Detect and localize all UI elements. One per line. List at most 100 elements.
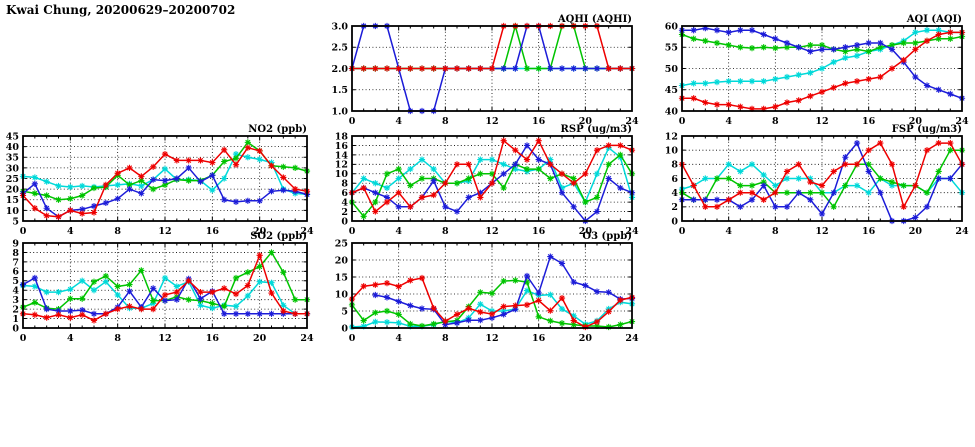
x-tick-label: 4 <box>395 333 402 344</box>
y-tick-label: 6 <box>671 174 678 185</box>
chart-aqhi-svg: 0 4 8 12 16 20 24 1.0 1.5 2.0 2.5 3.0 AQHI (AQHI) <box>331 14 639 127</box>
x-tick-label: 0 <box>349 226 356 237</box>
y-tick-label: 6 <box>12 267 19 278</box>
grid <box>23 136 307 221</box>
chart-no2: 0 4 8 12 16 20 24 5 10 15 20 25 30 35 40 45 NO2 (ppb) <box>0 121 319 247</box>
chart-title: RSP (ug/m3) <box>561 124 632 135</box>
plot-frame <box>351 135 633 222</box>
y-tick-label: 5 <box>12 216 19 227</box>
x-tick-label: 24 <box>625 226 639 237</box>
x-tick-label: 12 <box>485 333 498 344</box>
y-tick-label: 0 <box>12 323 19 334</box>
x-tick-label: 12 <box>815 116 828 127</box>
x-tick-label: 24 <box>625 333 639 344</box>
y-tick-label: 10 <box>665 146 679 157</box>
plot-frame <box>22 242 308 329</box>
y-tick-label: 0 <box>341 216 348 227</box>
x-tick-label: 16 <box>532 226 546 237</box>
y-tick-label: 12 <box>665 131 678 142</box>
x-tick-label: 16 <box>862 226 876 237</box>
chart-title: AQHI (AQHI) <box>557 14 632 25</box>
y-tick-label: 3.0 <box>331 21 348 32</box>
x-tick-label: 8 <box>442 333 449 344</box>
y-tick-label: 10 <box>335 169 349 180</box>
y-tick-label: 4 <box>341 198 348 209</box>
chart-rsp: 0 4 8 12 16 20 24 0 2 4 6 8 10 12 14 16 18 RSP (ug/m3) <box>322 121 644 247</box>
plot-frame <box>351 25 633 112</box>
x-tick-label: 20 <box>579 226 593 237</box>
y-tick-label: 1 <box>12 314 19 325</box>
x-tick-label: 8 <box>114 333 121 344</box>
chart-title: AQI (AQI) <box>906 14 962 25</box>
y-tick-label: 25 <box>6 174 19 185</box>
y-tick-label: 2 <box>341 207 348 218</box>
y-tick-label: 40 <box>665 106 679 117</box>
y-tick-label: 8 <box>12 248 19 259</box>
y-tick-label: 1.0 <box>331 106 348 117</box>
y-tick-label: 3 <box>12 295 19 306</box>
y-tick-label: 2.5 <box>331 43 348 54</box>
y-tick-label: 2 <box>671 202 678 213</box>
y-tick-label: 5 <box>341 306 348 317</box>
x-tick-label: 12 <box>815 226 828 237</box>
chart-aqhi: 0 4 8 12 16 20 24 1.0 1.5 2.0 2.5 3.0 AQHI (AQHI) <box>322 11 644 137</box>
y-tick-label: 1.5 <box>331 85 348 96</box>
y-tick-label: 6 <box>341 188 348 199</box>
x-tick-label: 16 <box>532 116 546 127</box>
x-tick-label: 12 <box>158 333 171 344</box>
x-tick-label: 0 <box>349 116 356 127</box>
y-tick-label: 55 <box>665 43 678 54</box>
y-tick-label: 25 <box>335 238 348 249</box>
y-tick-label: 40 <box>6 142 20 153</box>
chart-title: SO2 (ppb) <box>250 231 307 242</box>
plot-frame <box>351 242 633 329</box>
x-tick-label: 20 <box>253 333 267 344</box>
x-tick-label: 4 <box>67 333 74 344</box>
x-tick-label: 24 <box>625 116 639 127</box>
x-tick-label: 4 <box>395 116 402 127</box>
y-tick-label: 9 <box>12 238 19 249</box>
y-tick-label: 35 <box>6 153 19 164</box>
y-tick-label: 2.0 <box>331 64 348 75</box>
x-tick-label: 20 <box>909 116 923 127</box>
y-tick-label: 5 <box>12 276 19 287</box>
y-tick-label: 8 <box>341 179 348 190</box>
y-tick-label: 45 <box>665 85 678 96</box>
y-tick-label: 20 <box>335 255 349 266</box>
x-tick-label: 8 <box>772 226 779 237</box>
y-tick-label: 4 <box>671 188 678 199</box>
y-tick-label: 8 <box>671 160 678 171</box>
series-cyan-line <box>22 153 308 196</box>
series-cyan-markers <box>19 150 311 198</box>
chart-aqi-svg: 0 4 8 12 16 20 24 40 45 50 55 60 AQI (AQI) <box>665 14 969 127</box>
y-tick-label: 30 <box>6 163 20 174</box>
grid <box>352 136 632 221</box>
x-tick-label: 0 <box>679 116 686 127</box>
plot-frame <box>22 135 308 222</box>
x-tick-label: 20 <box>909 226 923 237</box>
x-tick-label: 12 <box>485 226 498 237</box>
y-tick-label: 2 <box>12 305 19 316</box>
series-blue-line <box>682 141 963 222</box>
x-tick-label: 0 <box>679 226 686 237</box>
y-tick-label: 45 <box>6 131 19 142</box>
x-tick-label: 8 <box>442 226 449 237</box>
plot-frame <box>681 135 963 222</box>
y-tick-label: 10 <box>6 206 20 217</box>
y-tick-label: 10 <box>335 289 349 300</box>
y-tick-label: 18 <box>335 131 349 142</box>
y-tick-label: 15 <box>335 272 348 283</box>
x-tick-label: 24 <box>955 116 969 127</box>
x-tick-label: 20 <box>579 333 593 344</box>
y-tick-label: 0 <box>671 216 678 227</box>
x-tick-label: 0 <box>349 333 356 344</box>
series-cyan-line <box>681 29 962 87</box>
x-tick-label: 20 <box>579 116 593 127</box>
x-tick-label: 20 <box>253 226 267 237</box>
x-tick-label: 0 <box>20 226 27 237</box>
y-tick-label: 0 <box>341 323 348 334</box>
x-tick-label: 0 <box>20 333 27 344</box>
